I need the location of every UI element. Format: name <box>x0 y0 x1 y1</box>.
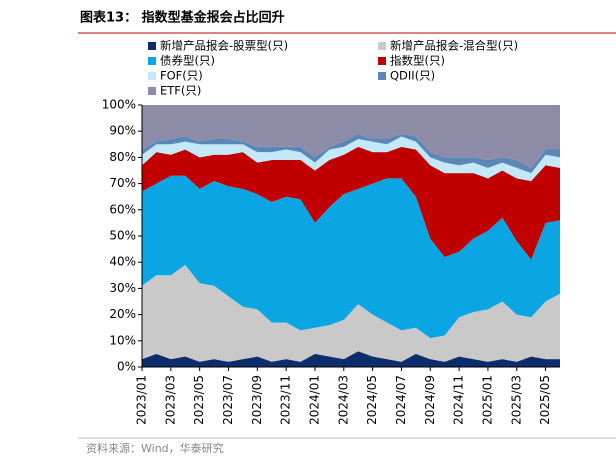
area <box>142 351 560 367</box>
x-tick-label: 2023/09 <box>250 375 264 425</box>
legend-swatch <box>378 42 386 50</box>
area <box>142 264 560 362</box>
area <box>142 105 560 168</box>
x-tick-label: 2024/05 <box>365 375 379 425</box>
y-tick-label: 30% <box>109 281 136 295</box>
y-tick-label: 20% <box>109 307 136 321</box>
legend-swatch <box>148 72 156 80</box>
legend-label: 新增产品报会-股票型(只) <box>160 39 288 53</box>
chart-title: 图表13： 指数型基金报会占比回升 <box>80 10 285 26</box>
area <box>142 133 560 174</box>
y-tick-label: 90% <box>109 124 136 138</box>
x-tick-label: 2025/03 <box>509 375 523 425</box>
x-tick-label: 2024/09 <box>423 375 437 425</box>
x-tick-label: 2024/01 <box>307 375 321 425</box>
y-tick-label: 80% <box>109 150 136 164</box>
source: 资料来源：Wind，华泰研究 <box>86 441 224 455</box>
legend-label: 指数型(只) <box>390 54 445 68</box>
y-tick-label: 50% <box>109 229 136 243</box>
y-tick-label: 60% <box>109 202 136 216</box>
x-tick-label: 2023/05 <box>192 375 206 425</box>
legend-label: ETF(只) <box>160 84 201 98</box>
legend-swatch <box>148 42 156 50</box>
legend-swatch <box>148 87 156 95</box>
y-tick-label: 0% <box>117 360 136 374</box>
y-tick-label: 70% <box>109 176 136 190</box>
x-tick-label: 2023/07 <box>221 375 235 425</box>
x-tick-label: 2024/11 <box>452 375 466 425</box>
y-tick-label: 10% <box>109 333 136 347</box>
x-tick-label: 2025/05 <box>538 375 552 425</box>
x-tick-label: 2024/03 <box>336 375 350 425</box>
y-tick-label: 40% <box>109 255 136 269</box>
legend-label: 新增产品报会-混合型(只) <box>390 39 518 53</box>
x-tick-label: 2023/11 <box>279 375 293 425</box>
x-tick-label: 2023/03 <box>163 375 177 425</box>
legend-swatch <box>378 72 386 80</box>
legend-label: 债券型(只) <box>160 54 215 68</box>
area <box>142 146 560 260</box>
x-tick-label: 2024/07 <box>394 375 408 425</box>
area <box>142 175 560 339</box>
x-tick-label: 2025/01 <box>480 375 494 425</box>
legend-label: FOF(只) <box>160 69 203 83</box>
x-tick-label: 2023/01 <box>135 375 149 425</box>
legend-swatch <box>148 57 156 65</box>
y-tick-label: 100% <box>102 98 136 112</box>
legend-swatch <box>378 57 386 65</box>
legend-label: QDII(只) <box>390 69 435 83</box>
area <box>142 136 560 181</box>
